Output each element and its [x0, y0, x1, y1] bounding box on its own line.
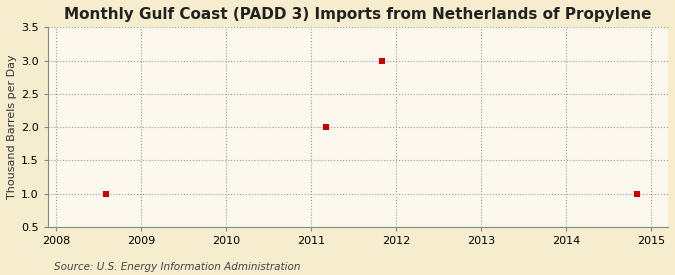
Title: Monthly Gulf Coast (PADD 3) Imports from Netherlands of Propylene: Monthly Gulf Coast (PADD 3) Imports from…: [64, 7, 652, 22]
Y-axis label: Thousand Barrels per Day: Thousand Barrels per Day: [7, 55, 17, 199]
Text: Source: U.S. Energy Information Administration: Source: U.S. Energy Information Administ…: [54, 262, 300, 272]
